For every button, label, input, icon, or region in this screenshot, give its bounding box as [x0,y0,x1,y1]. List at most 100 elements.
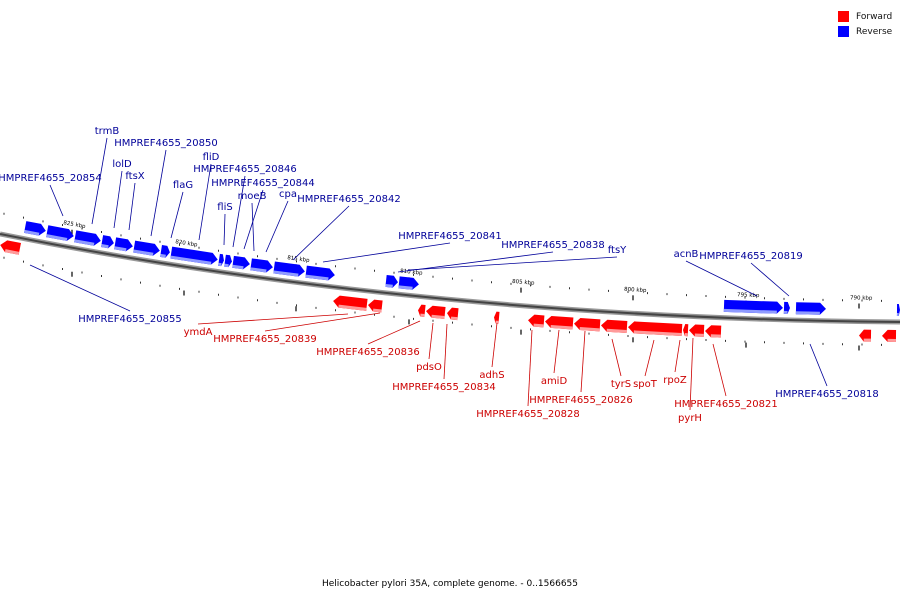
gene-pointer [644,339,655,377]
gene-arrow-shade [896,312,899,316]
gene-pointer [809,343,828,387]
gene-label[interactable]: pdsO [416,362,442,373]
gene-ymdA[interactable] [332,295,368,311]
gene-arrow-shade [431,314,445,319]
gene-label[interactable]: cpa [279,189,297,200]
gene-amiD[interactable] [545,315,574,330]
gene-pointer [197,313,349,325]
gene-spoT[interactable] [628,321,683,336]
gene-acnB[interactable] [723,299,783,314]
gene-label[interactable]: fliS [217,202,232,213]
gene-label[interactable]: spoT [633,379,658,390]
gene-label[interactable]: HMPREF4655_20836 [316,347,419,358]
gene-HMPREF4655_20844[interactable] [232,255,251,270]
gene-label[interactable]: moeB [238,191,267,202]
gene-unlabeled[interactable] [896,303,900,316]
gene-unlabeled[interactable] [859,329,872,342]
gene-unlabeled[interactable] [882,329,897,342]
gene-cpa[interactable] [273,261,305,278]
gene-arrow-body [170,246,218,265]
scale-label: 820 kbp [175,239,199,248]
gene-label[interactable]: HMPREF4655_20838 [501,240,604,251]
gene-arrow-shade [46,234,68,241]
gene-tyrS[interactable] [601,319,628,333]
gene-HMPREF4655_20842[interactable] [305,265,335,281]
gene-arrow-shade [783,310,788,314]
gene-label[interactable]: ymdA [184,327,213,338]
gene-HMPREF4655_20838[interactable] [398,276,419,290]
gene-pointer [251,202,255,252]
gene-label[interactable]: HMPREF4655_20854 [0,173,102,184]
gene-pointer [689,337,694,411]
gene-label[interactable]: HMPREF4655_20819 [699,251,802,262]
gene-label[interactable]: acnB [674,249,699,260]
gene-HMPREF4655_20846[interactable] [224,254,233,268]
gene-HMPREF4655_20839[interactable] [367,299,383,313]
gene-pdsO[interactable] [425,305,446,319]
gene-arrow-shade [694,333,704,337]
gene-pointer [580,330,586,393]
gene-HMPREF4655_20834[interactable] [446,307,459,321]
gene-label[interactable]: HMPREF4655_20826 [529,395,632,406]
gene-HMPREF4655_20850[interactable] [133,240,161,257]
gene-label[interactable]: rpoZ [663,375,687,386]
gene-arrow-shade [305,274,329,281]
gene-label[interactable]: HMPREF4655_20855 [78,314,181,325]
gene-HMPREF4655_20821[interactable] [705,325,722,338]
gene-HMPREF4655_20836[interactable] [417,304,426,317]
gene-label[interactable]: HMPREF4655_20834 [392,382,495,393]
gene-arrow-shade [795,311,820,315]
gene-trmB[interactable] [74,230,102,246]
gene-HMPREF4655_20855[interactable] [24,221,47,237]
gene-HMPREF4655_20826[interactable] [574,318,601,332]
gene-label[interactable]: pyrH [678,413,702,424]
gene-HMPREF4655_20854[interactable] [46,225,75,242]
forward-swatch [838,11,849,22]
gene-adhS[interactable] [494,311,500,324]
gene-label[interactable]: lolD [112,159,132,170]
scale-label: 810 kbp [400,268,423,276]
gene-HMPREF4655_20818[interactable] [795,302,826,315]
gene-label[interactable]: HMPREF4655_20850 [114,138,217,149]
gene-HMPREF4655_20828[interactable] [528,314,545,328]
gene-label[interactable]: HMPREF4655_20818 [775,389,878,400]
gene-label[interactable]: HMPREF4655_20841 [398,231,501,242]
gene-label[interactable]: HMPREF4655_20839 [213,334,316,345]
legend-reverse-label: Reverse [856,26,893,37]
gene-arrow-shade [579,326,600,332]
scale-label: 825 kbp [63,220,87,230]
gene-flaG[interactable] [160,244,171,258]
gene-label[interactable]: trmB [95,126,120,137]
gene-label[interactable]: amiD [541,376,568,387]
gene-label[interactable]: HMPREF4655_20844 [211,178,314,189]
gene-HMPREF4655_20819[interactable] [783,301,790,314]
gene-arrow-shade [4,249,20,255]
gene-label[interactable]: ftsY [608,245,627,256]
gene-ftsX[interactable] [114,237,134,252]
gene-label[interactable]: fliD [203,152,220,163]
gene-HMPREF4655_20841[interactable] [385,274,398,288]
gene-label[interactable]: HMPREF4655_20821 [674,399,777,410]
gene-label[interactable]: HMPREF4655_20846 [193,164,296,175]
gene-pyrH[interactable] [689,324,705,337]
gene-pointer [527,329,533,407]
gene-fliD[interactable] [170,246,218,266]
gene-pointer [113,170,123,229]
gene-arrow-shade [338,304,367,311]
gene-moeB[interactable] [250,258,273,273]
gene-rpoZ[interactable] [683,324,689,337]
gene-lolD[interactable] [101,235,115,249]
gene-pointer [91,137,108,225]
gene-label[interactable]: adhS [479,370,504,381]
gene-label[interactable]: flaG [173,180,193,191]
gene-unlabeled[interactable] [0,239,21,255]
gene-label[interactable]: HMPREF4655_20842 [297,194,400,205]
gene-label[interactable]: tyrS [611,379,631,390]
gene-fliS[interactable] [218,253,225,267]
gene-label[interactable]: HMPREF4655_20828 [476,409,579,420]
gene-arrow-shade [550,324,573,330]
gene-pointer [322,242,451,263]
genome-caption: Helicobacter pylori 35A, complete genome… [321,579,579,589]
gene-label[interactable]: ftsX [125,171,144,182]
